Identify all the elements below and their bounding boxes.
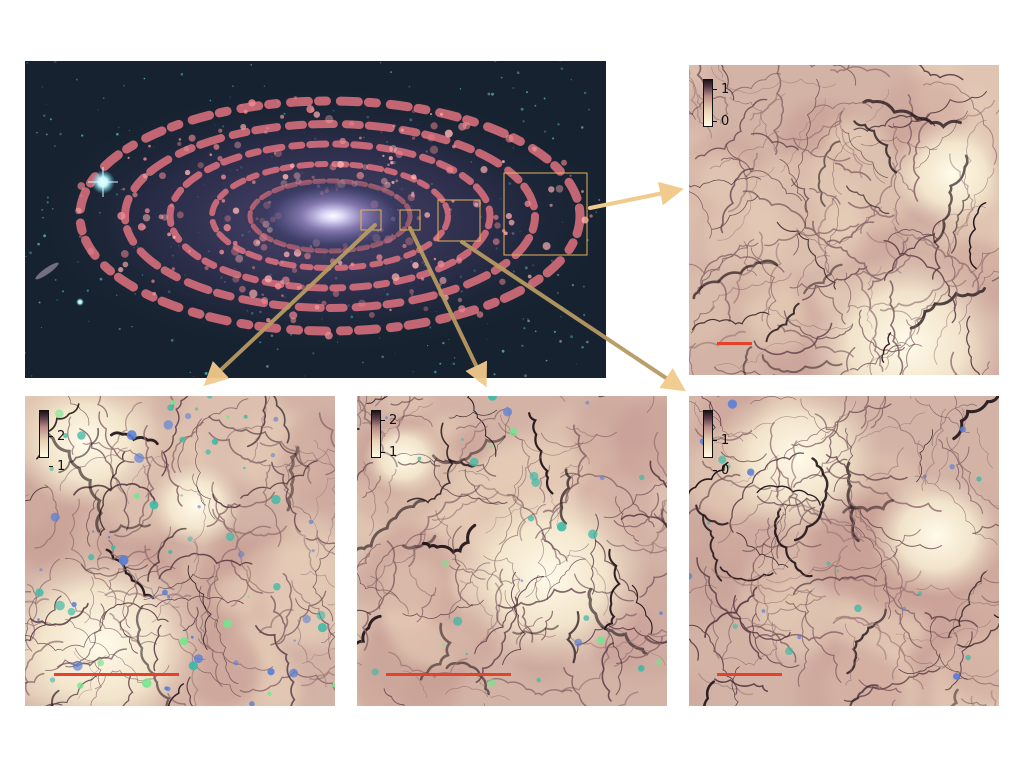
- colorbar-tick-low: 1: [389, 445, 398, 460]
- colorbar-tick-high: 2: [389, 413, 398, 428]
- colorbar: [39, 410, 49, 458]
- scale-bar: [54, 673, 179, 676]
- density-panel-bottom-middle: 2 1: [357, 396, 667, 706]
- scale-bar: [717, 673, 782, 676]
- scale-bar: [386, 673, 511, 676]
- density-panel-bottom-left: 2 1: [25, 396, 335, 706]
- density-panel-top-right: 1 0: [689, 65, 999, 375]
- colorbar-tick-high: 2: [57, 429, 66, 444]
- colorbar: [371, 410, 381, 458]
- colorbar-tick-high: 1: [721, 433, 730, 448]
- galaxy-image: [25, 61, 606, 378]
- colorbar-tick-low: 0: [721, 463, 730, 478]
- colorbar: [703, 410, 713, 458]
- colorbar-tick-low: 1: [57, 459, 66, 474]
- colorbar: [703, 79, 713, 127]
- density-panel-bottom-right: 1 0: [689, 396, 999, 706]
- scale-bar: [717, 342, 752, 345]
- colorbar-tick-high: 1: [721, 82, 730, 97]
- colorbar-tick-low: 0: [721, 114, 730, 129]
